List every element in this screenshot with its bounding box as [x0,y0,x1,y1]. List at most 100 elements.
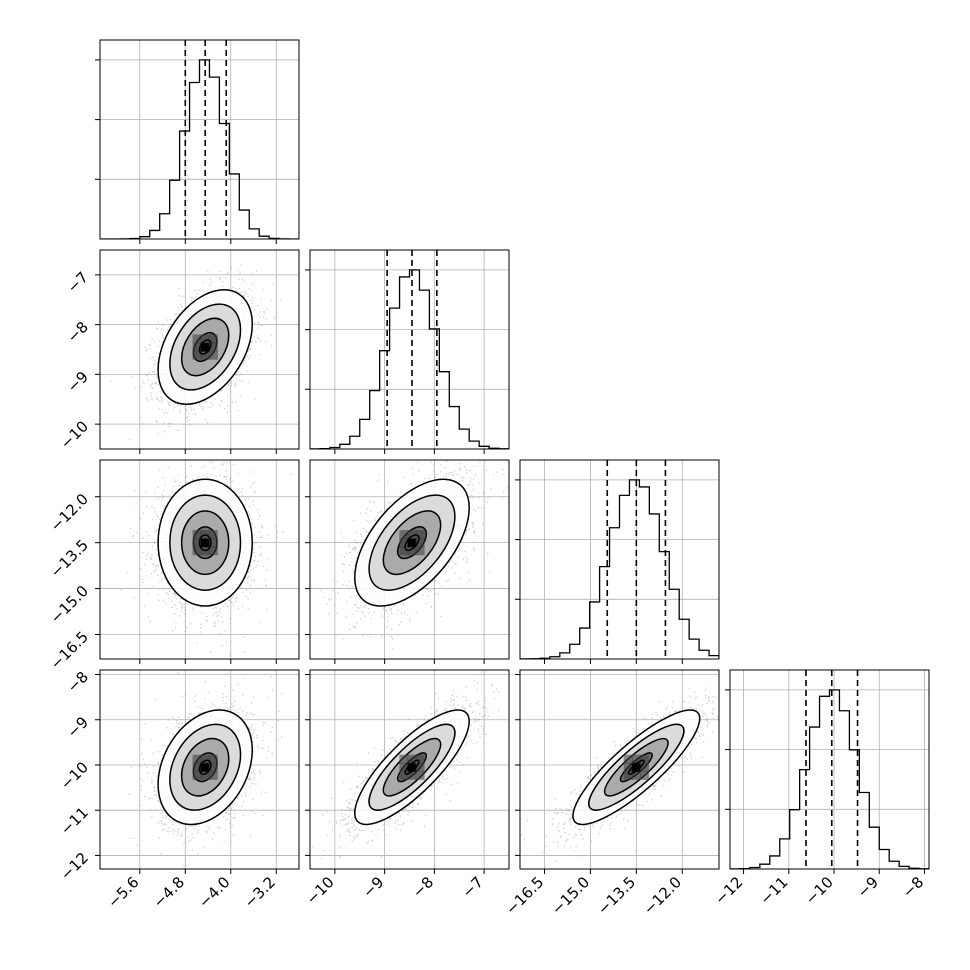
panel-frame [99,669,300,870]
density-cell [639,770,649,780]
x-tick-label: −11 [757,873,792,908]
y-tick-label: −13.5 [47,536,92,581]
density-cell [192,350,202,360]
density-cell [631,762,641,772]
scatter-panel-2-1 [305,459,510,664]
x-tick-label: −4.0 [195,873,233,911]
density-cell [415,754,425,764]
density-cell [399,538,409,548]
contour-inner [198,759,212,775]
density-cell [192,754,202,764]
x-tick-label: −15.0 [548,873,593,918]
y-tick-label: −12.0 [47,490,92,535]
histogram-step-3 [730,689,929,869]
y-tick-label: −12 [57,849,92,884]
x-tick-label: −12.0 [640,873,685,918]
density-cell [631,754,641,764]
x-tick-label: −8 [409,873,437,901]
density-cell [208,350,218,360]
histogram-step-0 [100,59,299,239]
scatter-panel-3-1: −10 −9 −8 −7 [303,669,510,908]
histogram-panel-1 [305,249,510,454]
scatter-panel-2-0: −16.5−15.0−13.5−12.0 [47,459,300,673]
density-cell [208,538,218,548]
density-cell [407,754,417,764]
panel-frame [99,249,300,450]
x-tick-label: −10 [802,873,837,908]
density-cell [399,762,409,772]
density-cell [407,770,417,780]
y-tick-label: −7 [64,268,92,296]
x-tick-label: −9 [359,873,387,901]
histogram-step-2 [520,479,719,659]
panel-frame [99,39,300,240]
density-cell [208,754,218,764]
density-cell [639,762,649,772]
histogram-step-1 [310,269,509,449]
density-cell [192,770,202,780]
density-cell [399,770,409,780]
x-tick-label: −9 [854,873,882,901]
density-cell [200,762,210,772]
scatter-panel-3-2: −16.5 −15.0 −13.5 −12.0 [502,669,720,918]
contour-inner [198,339,212,355]
panel-frame [519,459,720,660]
density-cell [208,770,218,780]
density-cell [192,342,202,352]
density-cell [192,334,202,344]
x-tick-label: −12 [711,873,746,908]
y-tick-label: −8 [64,318,92,346]
y-tick-label: −11 [57,803,92,838]
density-cell [208,342,218,352]
panel-frame [729,669,930,870]
density-cell [407,546,417,556]
x-tick-label: −8 [899,873,927,901]
y-tick-label: −9 [64,713,92,741]
density-cell [208,530,218,540]
density-cell [200,538,210,548]
density-cell [200,754,210,764]
density-cell [407,530,417,540]
x-tick-label: −16.5 [502,873,547,918]
density-cell [623,770,633,780]
density-cell [415,530,425,540]
x-tick-label: −10 [303,873,338,908]
panel-frame [309,669,510,870]
density-cell [623,754,633,764]
density-cell [200,770,210,780]
x-tick-label: −4.8 [150,873,188,911]
panel-frame [309,249,510,450]
y-tick-label: −8 [64,668,92,696]
y-tick-label: −15.0 [47,582,92,627]
density-cell [200,334,210,344]
density-cell [399,754,409,764]
density-cell [407,538,417,548]
density-cell [399,546,409,556]
density-cell [208,546,218,556]
density-cell [200,342,210,352]
density-cell [208,762,218,772]
x-tick-label: −13.5 [594,873,639,918]
y-tick-label: −9 [64,368,92,396]
scatter-panel-3-0: −5.6 −4.8 −4.0 −3.2 −12 −11 −10 −9 −8 [57,668,300,912]
density-cell [407,762,417,772]
density-cell [415,538,425,548]
contour-inner [627,759,645,775]
density-cell [200,350,210,360]
x-tick-label: −7 [459,873,487,901]
y-tick-label: −16.5 [47,628,92,673]
scatter-panel-1-0: −10 −9 −8 −7 [57,249,300,454]
density-cell [631,770,641,780]
histogram-panel-3: −12 −11 −10 −9 −8 [711,669,930,908]
contour-inner [404,759,420,775]
contour-inner [198,534,212,552]
x-tick-label: −3.2 [241,873,279,911]
density-cell [192,530,202,540]
density-cell [192,546,202,556]
density-cell [192,762,202,772]
density-cell [192,538,202,548]
density-cell [208,334,218,344]
histogram-panel-2 [515,459,720,664]
panel-frame [309,459,510,660]
